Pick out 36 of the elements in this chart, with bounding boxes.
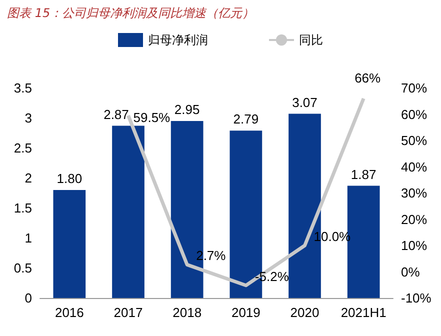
data-label: 1.80 (56, 171, 82, 186)
x-tick-label: 2020 (290, 305, 320, 320)
data-label: 2.95 (174, 102, 200, 117)
y2-tick-label: 20% (401, 212, 428, 227)
x-tick-label: 2018 (172, 305, 202, 320)
y2-tick-label: -10% (401, 290, 432, 306)
y-tick-label: 3.5 (14, 80, 32, 96)
x-tick-label: 2016 (54, 305, 84, 320)
y2-tick-label: 30% (401, 186, 428, 200)
data-label: 1.87 (350, 166, 376, 182)
data-label: 66% (354, 70, 382, 86)
y-tick-label: 2 (24, 170, 32, 186)
y-tick-label: 0 (24, 290, 32, 306)
x-tick-label: 2017 (114, 305, 143, 320)
y-tick-label: 0.5 (14, 260, 32, 276)
y-tick-label: 3 (24, 110, 32, 126)
y2-tick-label: 0% (401, 264, 420, 280)
y-tick-label: 2.5 (14, 140, 32, 156)
bar (53, 190, 86, 298)
data-label: 3.07 (292, 94, 318, 110)
x-tick-label: 2021H1 (340, 305, 386, 320)
y2-tick-label: 10% (401, 238, 428, 253)
x-tick-label: 2019 (231, 305, 260, 320)
y2-tick-label: 50% (401, 133, 428, 148)
chart-title: 图表 15：公司归母净利润及同比增速（亿元） (7, 6, 254, 20)
y2-tick-label: 40% (401, 159, 428, 174)
legend-label: 同比 (299, 33, 323, 47)
y-tick-label: 1 (24, 230, 32, 246)
data-label: 2.79 (233, 112, 259, 127)
y2-tick-label: 70% (401, 80, 428, 96)
data-label: 2.87 (104, 106, 129, 122)
y-tick-label: 1.5 (14, 200, 32, 216)
bar (112, 126, 144, 298)
legend-label: 归母净利润 (148, 33, 208, 47)
y2-tick-label: 60% (401, 106, 428, 122)
data-label: 59.5% (133, 110, 171, 126)
